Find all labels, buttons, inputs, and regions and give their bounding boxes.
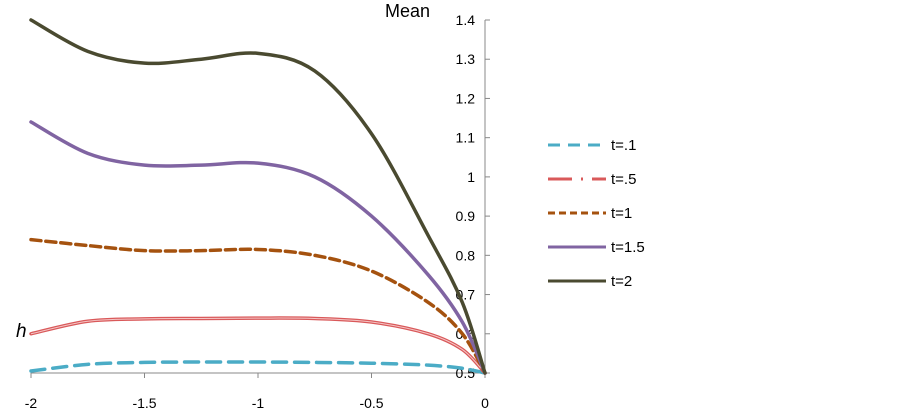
series-line-t15	[29, 120, 487, 375]
x-tick-label: -0.5	[359, 395, 383, 411]
x-tick-label: 0	[481, 395, 489, 411]
x-tick-label: -1	[252, 395, 265, 411]
y-tick-label: 1.4	[456, 12, 476, 28]
legend-label: t=.1	[611, 137, 636, 154]
y-tick-label: 1.2	[456, 90, 476, 106]
legend-label: t=.5	[611, 171, 636, 188]
series-lines	[29, 18, 487, 375]
y-tick-label: 0.8	[456, 247, 476, 263]
y-axis-label: Mean	[385, 1, 430, 21]
y-tick-label: 0.9	[456, 208, 476, 224]
x-axis-label: h	[16, 321, 27, 342]
y-tick-label: 1.3	[456, 51, 476, 67]
x-tick-label: -2	[25, 395, 38, 411]
legend-label: t=1	[611, 205, 632, 222]
legend: t=.1 t=.5 t=1 t=1.5 t=2	[548, 137, 645, 290]
y-tick-label: 1	[467, 169, 475, 185]
legend-label: t=2	[611, 273, 632, 290]
series-line-t5-inner	[30, 317, 486, 374]
x-tick-label: -1.5	[132, 395, 156, 411]
axes: -2 -1.5 -1 -0.5 00.50.60.70.80.911.11.21.31.…	[25, 12, 490, 411]
series-line-t1	[29, 237, 487, 375]
series-line-t1	[29, 360, 487, 375]
legend-label: t=1.5	[611, 239, 645, 256]
series-line-t2	[29, 18, 487, 375]
y-tick-label: 1.1	[456, 130, 476, 146]
